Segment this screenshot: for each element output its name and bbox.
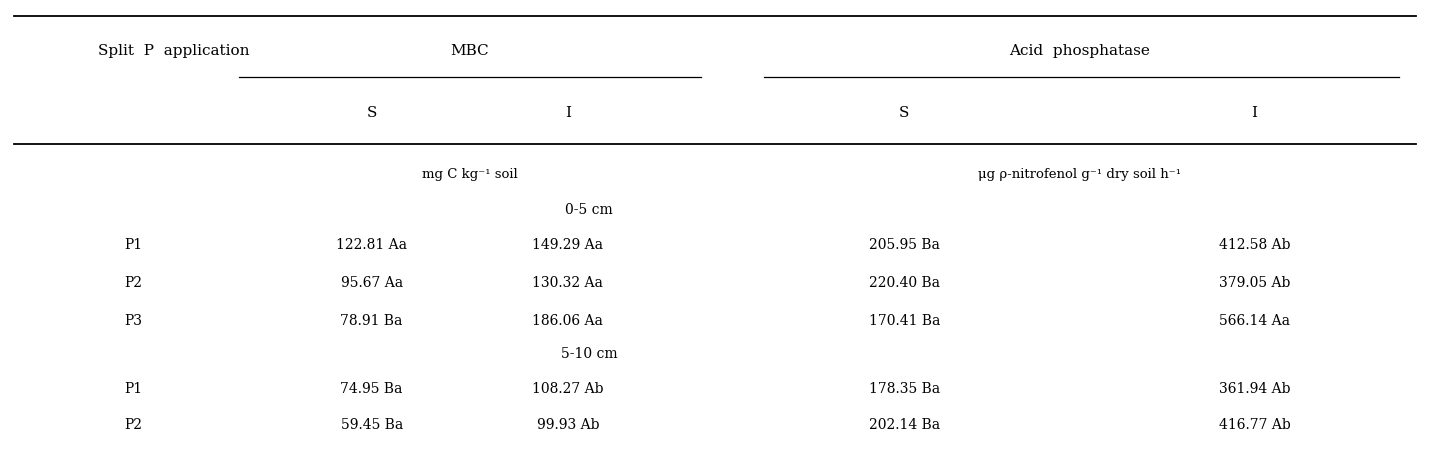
Text: S: S — [899, 106, 909, 120]
Text: 361.94 Ab: 361.94 Ab — [1218, 382, 1290, 396]
Text: 5-10 cm: 5-10 cm — [561, 347, 618, 361]
Text: I: I — [1251, 106, 1257, 120]
Text: 59.45 Ba: 59.45 Ba — [340, 418, 403, 432]
Text: 130.32 Aa: 130.32 Aa — [532, 276, 603, 290]
Text: P2: P2 — [124, 276, 143, 290]
Text: 220.40 Ba: 220.40 Ba — [868, 276, 940, 290]
Text: 566.14 Aa: 566.14 Aa — [1218, 313, 1290, 327]
Text: 412.58 Ab: 412.58 Ab — [1218, 239, 1290, 253]
Text: 178.35 Ba: 178.35 Ba — [868, 382, 940, 396]
Text: 205.95 Ba: 205.95 Ba — [869, 239, 940, 253]
Text: 122.81 Aa: 122.81 Aa — [336, 239, 408, 253]
Text: 95.67 Aa: 95.67 Aa — [340, 276, 403, 290]
Text: I: I — [565, 106, 571, 120]
Text: μg ρ-nitrofenol g⁻¹ dry soil h⁻¹: μg ρ-nitrofenol g⁻¹ dry soil h⁻¹ — [978, 168, 1181, 181]
Text: 170.41 Ba: 170.41 Ba — [868, 313, 940, 327]
Text: P3: P3 — [124, 313, 143, 327]
Text: 186.06 Aa: 186.06 Aa — [532, 313, 603, 327]
Text: P1: P1 — [124, 382, 143, 396]
Text: Split  P  application: Split P application — [99, 44, 250, 58]
Text: 202.14 Ba: 202.14 Ba — [868, 418, 940, 432]
Text: 416.77 Ab: 416.77 Ab — [1218, 418, 1290, 432]
Text: 108.27 Ab: 108.27 Ab — [532, 382, 603, 396]
Text: P2: P2 — [124, 418, 143, 432]
Text: 0-5 cm: 0-5 cm — [565, 203, 612, 217]
Text: MBC: MBC — [450, 44, 489, 58]
Text: 379.05 Ab: 379.05 Ab — [1218, 276, 1290, 290]
Text: mg C kg⁻¹ soil: mg C kg⁻¹ soil — [422, 168, 518, 181]
Text: 74.95 Ba: 74.95 Ba — [340, 382, 403, 396]
Text: S: S — [366, 106, 378, 120]
Text: 78.91 Ba: 78.91 Ba — [340, 313, 403, 327]
Text: P1: P1 — [124, 239, 143, 253]
Text: Acid  phosphatase: Acid phosphatase — [1010, 44, 1150, 58]
Text: 99.93 Ab: 99.93 Ab — [536, 418, 599, 432]
Text: 149.29 Aa: 149.29 Aa — [532, 239, 603, 253]
